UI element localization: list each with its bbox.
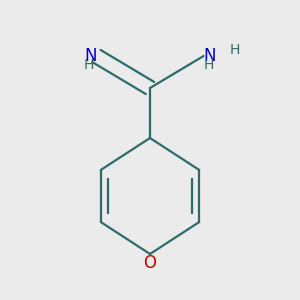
- Text: H: H: [204, 58, 214, 72]
- Text: H: H: [229, 43, 240, 57]
- Text: N: N: [84, 47, 96, 65]
- Text: H: H: [84, 58, 94, 72]
- Text: O: O: [143, 254, 157, 272]
- Text: N: N: [204, 47, 216, 65]
